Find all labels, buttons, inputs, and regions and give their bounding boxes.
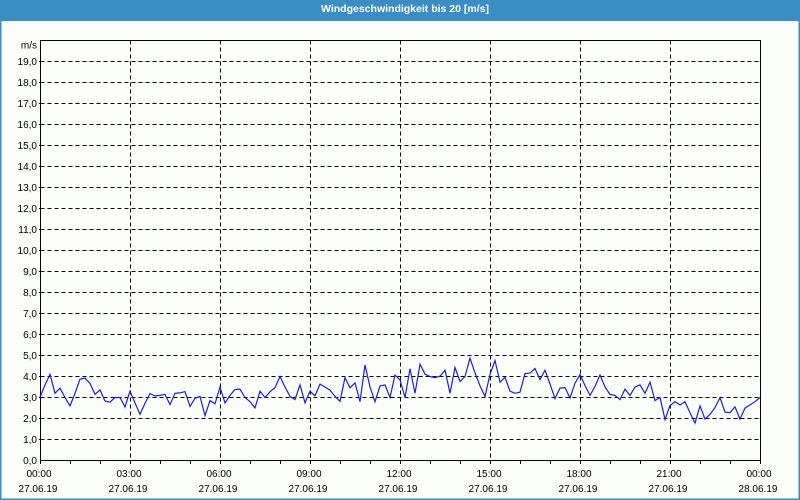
svg-text:0,0: 0,0 [23, 456, 37, 467]
svg-text:00:00: 00:00 [746, 469, 771, 480]
svg-text:14,0: 14,0 [18, 162, 38, 173]
svg-text:27.06.19: 27.06.19 [469, 484, 508, 495]
svg-text:27.06.19: 27.06.19 [109, 484, 148, 495]
svg-text:13,0: 13,0 [18, 183, 38, 194]
svg-text:1,0: 1,0 [23, 435, 37, 446]
svg-text:27.06.19: 27.06.19 [19, 484, 58, 495]
svg-text:9,0: 9,0 [23, 267, 37, 278]
svg-text:06:00: 06:00 [206, 469, 231, 480]
svg-text:27.06.19: 27.06.19 [379, 484, 418, 495]
svg-text:2,0: 2,0 [23, 414, 37, 425]
svg-text:15:00: 15:00 [476, 469, 501, 480]
svg-text:27.06.19: 27.06.19 [289, 484, 328, 495]
svg-text:19,0: 19,0 [18, 57, 38, 68]
svg-text:12:00: 12:00 [386, 469, 411, 480]
svg-text:27.06.19: 27.06.19 [559, 484, 598, 495]
svg-text:17,0: 17,0 [18, 99, 38, 110]
svg-text:Windgeschwindigkeit bis 20 [m/: Windgeschwindigkeit bis 20 [m/s] [321, 3, 489, 15]
svg-text:15,0: 15,0 [18, 141, 38, 152]
svg-text:8,0: 8,0 [23, 288, 37, 299]
svg-text:5,0: 5,0 [23, 351, 37, 362]
svg-text:6,0: 6,0 [23, 330, 37, 341]
svg-text:3,0: 3,0 [23, 393, 37, 404]
svg-text:11,0: 11,0 [18, 225, 37, 236]
svg-text:4,0: 4,0 [23, 372, 37, 383]
svg-text:00:00: 00:00 [26, 469, 51, 480]
svg-text:18,0: 18,0 [18, 78, 38, 89]
svg-text:10,0: 10,0 [18, 246, 38, 257]
svg-text:21:00: 21:00 [656, 469, 681, 480]
svg-text:27.06.19: 27.06.19 [649, 484, 688, 495]
svg-text:27.06.19: 27.06.19 [199, 484, 238, 495]
svg-text:m/s: m/s [21, 41, 37, 52]
svg-text:28.06.19: 28.06.19 [739, 484, 778, 495]
svg-text:09:00: 09:00 [296, 469, 321, 480]
svg-text:18:00: 18:00 [566, 469, 591, 480]
svg-text:03:00: 03:00 [116, 469, 141, 480]
svg-text:7,0: 7,0 [23, 309, 37, 320]
svg-text:16,0: 16,0 [18, 120, 38, 131]
svg-text:12,0: 12,0 [18, 204, 38, 215]
